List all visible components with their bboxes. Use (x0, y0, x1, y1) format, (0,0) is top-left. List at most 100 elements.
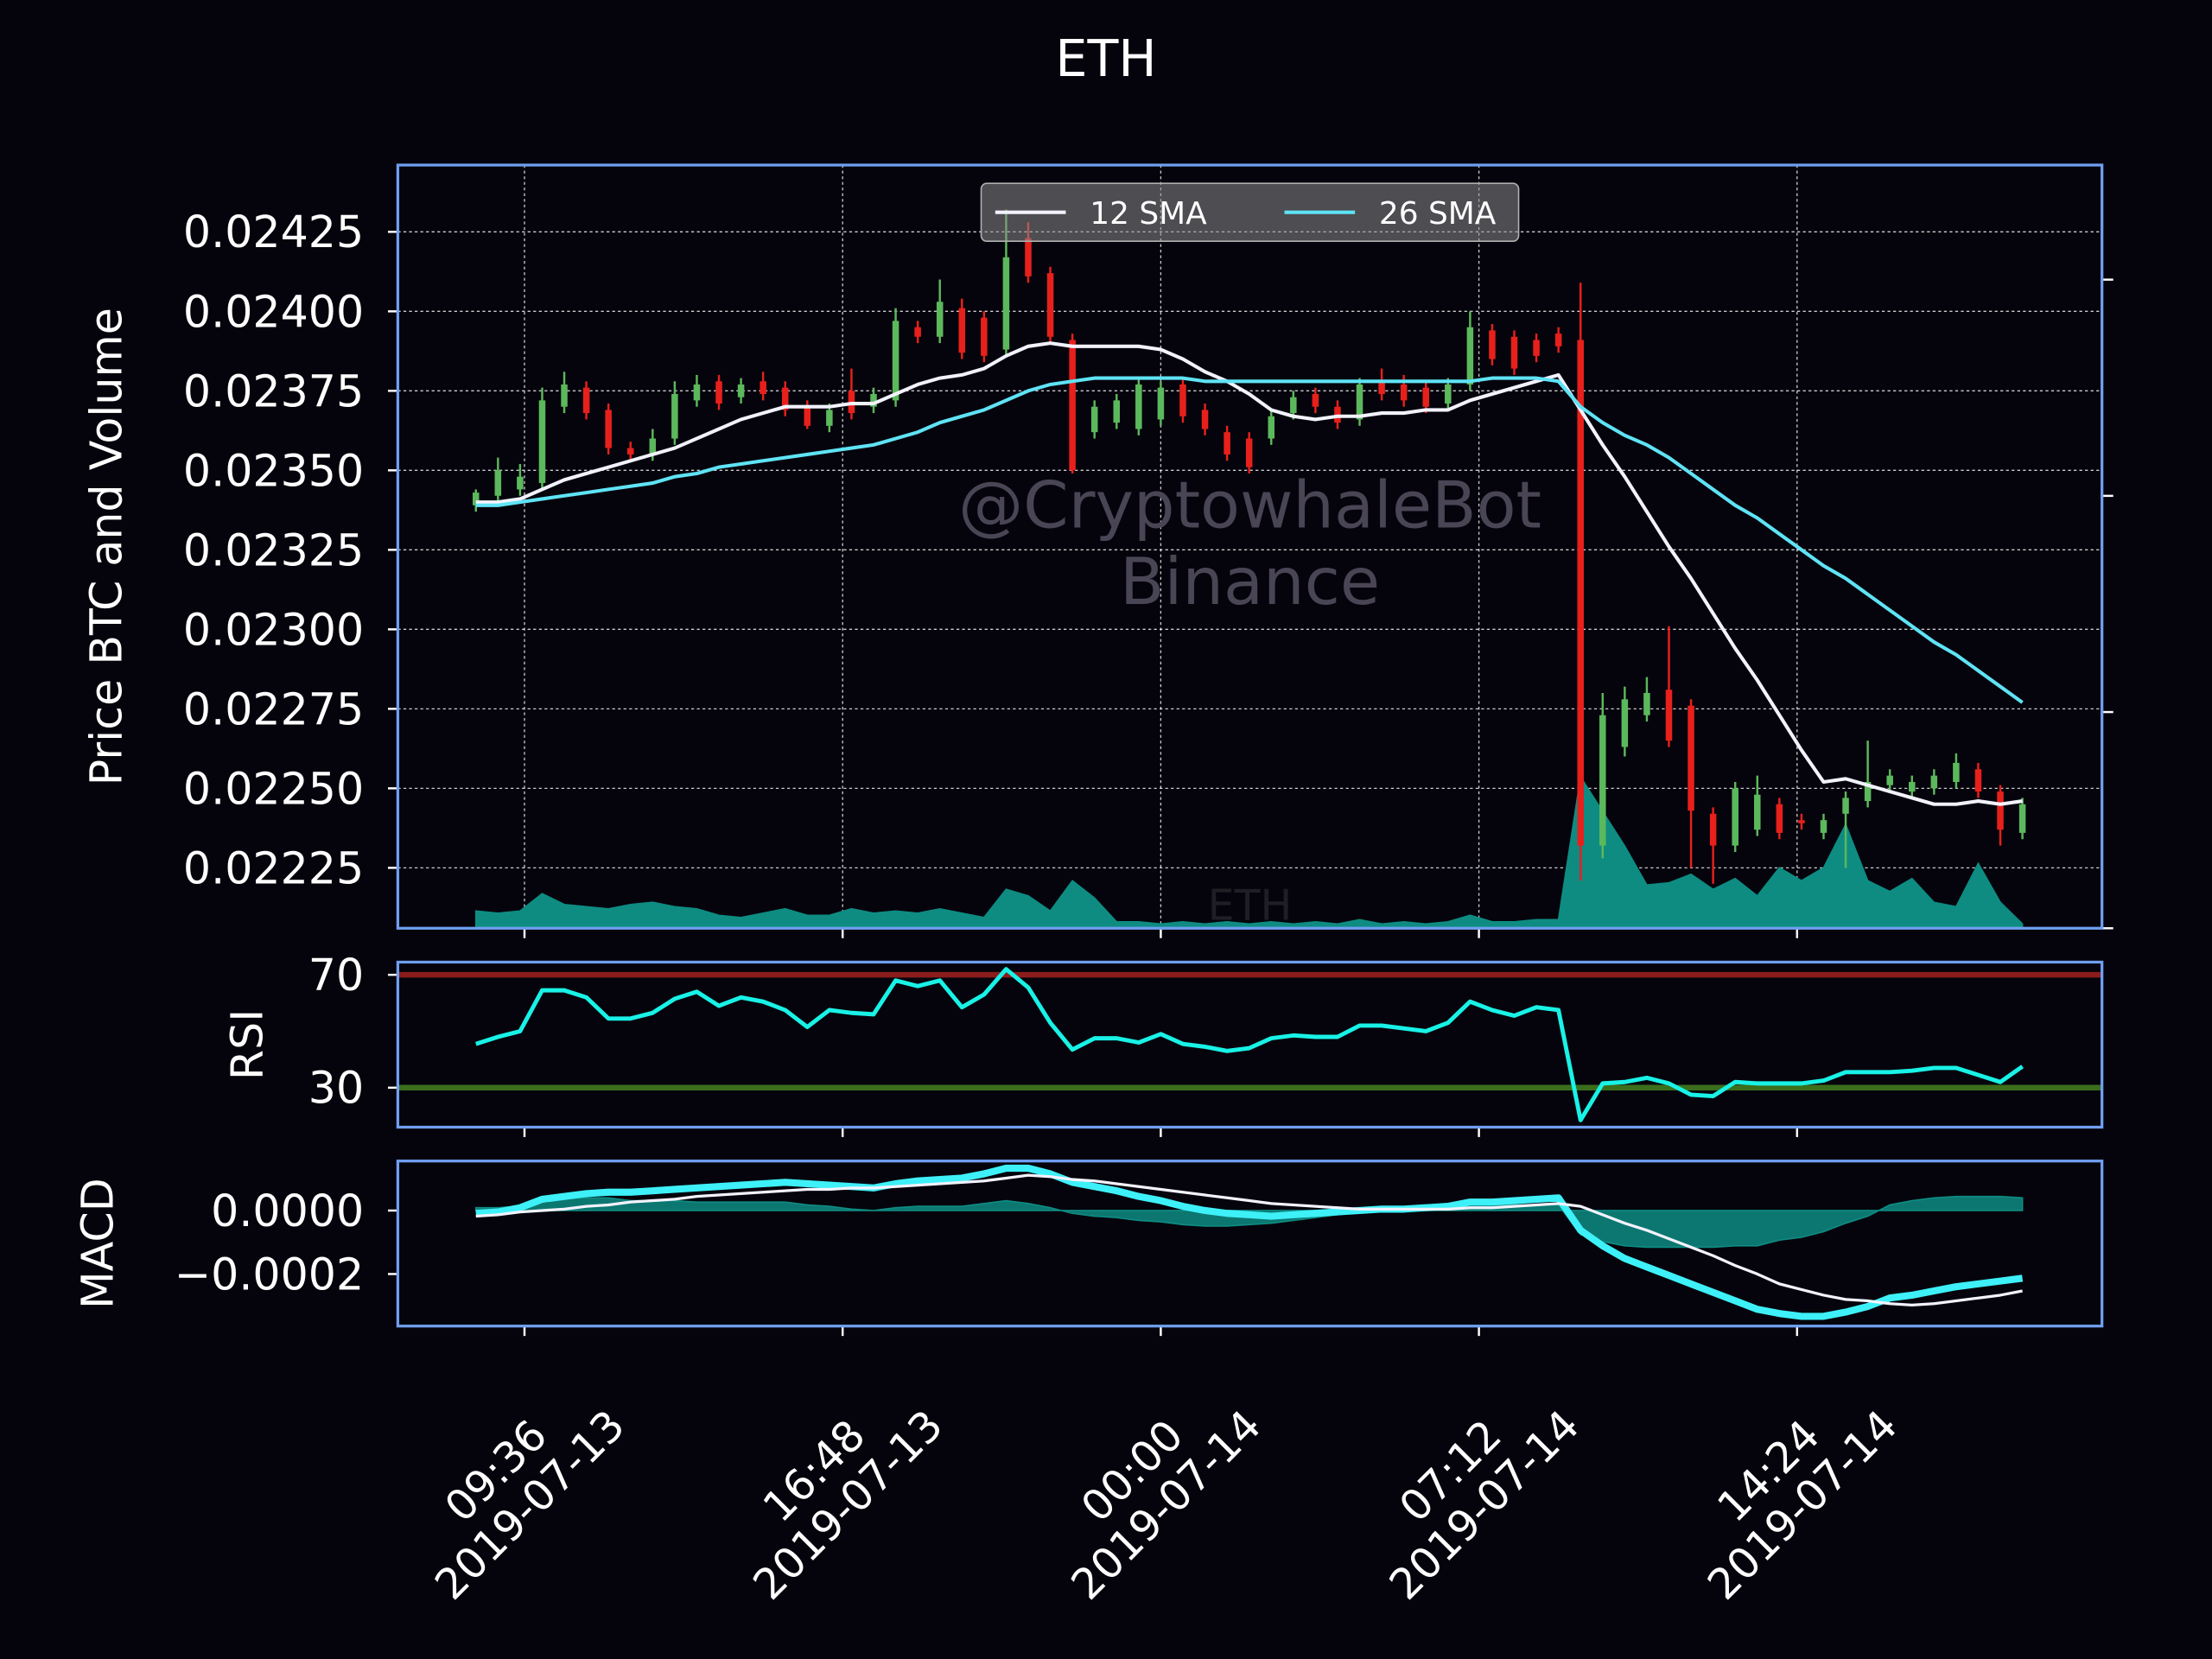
candle-body (737, 384, 745, 397)
line-series (475, 1164, 2024, 1320)
y-axis-label: RSI (222, 1009, 273, 1080)
candle-body (936, 302, 944, 337)
candle-body (561, 384, 568, 407)
line-series (475, 341, 2023, 806)
candle-body (1356, 384, 1363, 420)
candle-body (1046, 273, 1054, 337)
candle-body (1776, 804, 1783, 833)
y-tick-label: 0.02375 (183, 365, 364, 416)
candle-body (1577, 340, 1584, 846)
candle-body (1510, 336, 1518, 369)
y-tick-label: 0.02350 (183, 445, 364, 496)
candle-body (1069, 340, 1076, 471)
candle-body (605, 410, 612, 448)
candle-body (760, 381, 766, 394)
candle-body (1709, 813, 1717, 846)
candle-body (870, 393, 877, 407)
candle-body (1688, 705, 1694, 811)
candle-body (1909, 781, 1916, 792)
y-tick-label: 0.02325 (183, 524, 364, 575)
candle-body (1179, 384, 1186, 416)
y-tick-label: 0.02300 (183, 604, 364, 655)
candle-body (914, 327, 921, 337)
candle-body (826, 410, 833, 426)
panel-border (396, 163, 2104, 930)
candle-body (1864, 781, 1872, 802)
candle-body (1245, 438, 1253, 467)
candle-body (1798, 820, 1805, 823)
candle-body (1489, 330, 1496, 359)
candle-body (1820, 820, 1827, 833)
candle-body (1312, 393, 1319, 407)
y-axis-label: Price BTC and Volume (80, 308, 131, 785)
candle-body (1090, 406, 1098, 433)
candle-body (781, 387, 789, 410)
candle-body (1201, 410, 1209, 429)
y-tick-label: 0.02275 (183, 683, 364, 734)
volume-area (474, 774, 2024, 930)
y-tick-label: 0.02225 (183, 842, 364, 893)
candle-body (1930, 775, 1938, 789)
candle-body (981, 317, 988, 356)
candle-body (958, 308, 966, 353)
candle-body (494, 470, 502, 496)
legend-box (980, 182, 1520, 242)
watermark: @CryptowhaleBot (958, 467, 1541, 543)
candle-body (2018, 804, 2026, 833)
candle-body (1554, 334, 1562, 346)
candle-body (1533, 340, 1540, 356)
candle-body (1974, 769, 1982, 792)
histogram-area (474, 1195, 2024, 1249)
y-axis-label: MACD (73, 1178, 124, 1309)
candle-body (1466, 327, 1474, 385)
candle-body (472, 493, 480, 505)
candle-body (804, 406, 811, 426)
candle-body (671, 393, 678, 439)
candle-body (626, 448, 634, 454)
candle-body (693, 384, 701, 401)
candle-body (1732, 788, 1738, 846)
candle-body (1290, 397, 1297, 414)
y-tick-label: 0.02400 (183, 286, 364, 337)
candle-body (1754, 794, 1761, 830)
candle-body (1400, 384, 1408, 401)
candle-body (892, 321, 899, 401)
line-series (475, 376, 2024, 704)
y-tick-label: 0.02425 (183, 207, 364, 257)
candle-body (1886, 775, 1893, 785)
candle-body (1422, 387, 1429, 407)
candle-body (1997, 791, 2004, 830)
panel-border (396, 960, 2104, 1129)
candle-body (1224, 432, 1230, 454)
line-series (475, 967, 2024, 1122)
candle-body (1445, 384, 1452, 404)
y-tick-label: −0.0002 (175, 1249, 364, 1300)
candle-body (1268, 416, 1275, 439)
y-tick-label: 0.0000 (211, 1185, 364, 1236)
candle-body (517, 476, 524, 490)
candle-body (1378, 381, 1385, 394)
panel-border (396, 1160, 2104, 1328)
legend-label: 26 SMA (1379, 196, 1497, 232)
candle-body (1002, 257, 1010, 350)
candle-body (1135, 384, 1142, 429)
candle-body (1953, 762, 1960, 782)
candle-body (1665, 690, 1673, 741)
chart-title: ETH (1055, 29, 1156, 88)
candle-body (1025, 238, 1032, 276)
candle-body (538, 400, 546, 484)
candle-body (1113, 400, 1121, 423)
candle-body (1643, 692, 1650, 715)
candle-body (1621, 699, 1629, 747)
y-tick-label: 30 (308, 1063, 364, 1114)
candle-body (715, 381, 722, 404)
candle-body (1599, 715, 1606, 846)
watermark: Binance (1120, 543, 1380, 620)
candle-body (582, 387, 590, 414)
line-series (475, 1173, 2023, 1307)
y-tick-label: 0.02250 (183, 763, 364, 814)
candle-body (1842, 798, 1849, 814)
candle-body (649, 438, 657, 454)
